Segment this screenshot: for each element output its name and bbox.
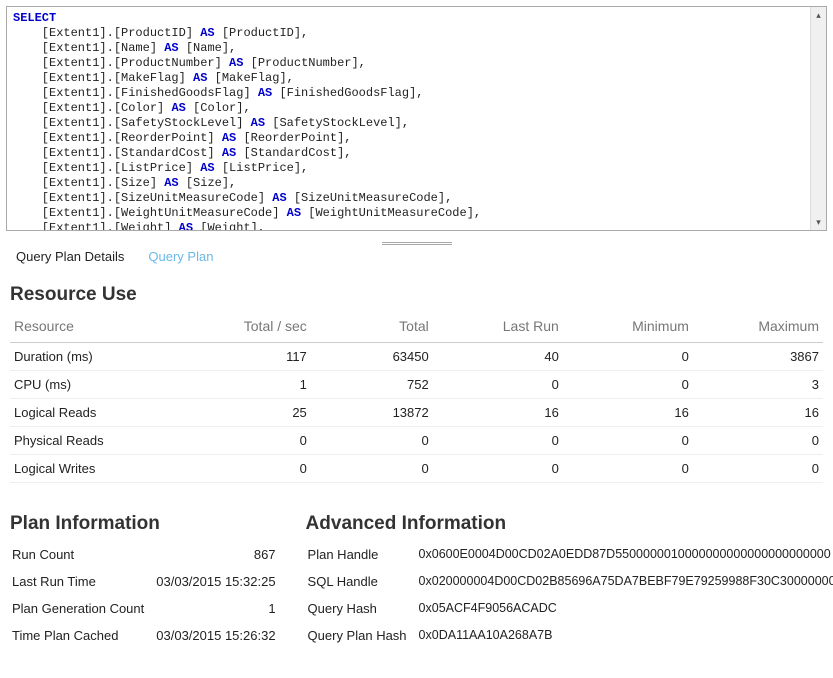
resource-value: 0 [433,427,563,455]
kv-label: SQL Handle [306,568,417,595]
kv-row: Last Run Time03/03/2015 15:32:25 [10,568,278,595]
resource-value: 0 [563,427,693,455]
kv-value: 0x0600E0004D00CD02A0EDD87D55000000100000… [417,541,833,568]
table-row: Duration (ms)117634504003867 [10,343,823,371]
resource-value: 63450 [311,343,433,371]
resource-name: Duration (ms) [10,343,189,371]
resource-value: 0 [433,371,563,399]
resource-value: 0 [311,427,433,455]
resource-value: 0 [189,427,311,455]
kv-row: Plan Generation Count1 [10,595,278,622]
resource-value: 0 [563,371,693,399]
kv-value: 0x020000004D00CD02B85696A75DA7BEBF79E792… [417,568,833,595]
kv-label: Time Plan Cached [10,622,154,649]
horizontal-splitter[interactable] [0,237,833,249]
resource-value: 0 [563,343,693,371]
kv-label: Query Plan Hash [306,622,417,649]
resource-value: 0 [311,455,433,483]
kv-label: Run Count [10,541,154,568]
col-minimum: Minimum [563,312,693,343]
kv-value: 867 [154,541,277,568]
kv-value: 1 [154,595,277,622]
resource-name: Logical Reads [10,399,189,427]
advanced-information-title: Advanced Information [306,513,833,535]
advanced-information-section: Advanced Information Plan Handle0x0600E0… [306,501,833,649]
kv-row: SQL Handle0x020000004D00CD02B85696A75DA7… [306,568,833,595]
col-resource: Resource [10,312,189,343]
kv-label: Plan Generation Count [10,595,154,622]
col-total: Total [311,312,433,343]
splitter-grip-icon [382,242,452,245]
resource-name: Physical Reads [10,427,189,455]
resource-value: 25 [189,399,311,427]
sql-editor[interactable]: SELECT [Extent1].[ProductID] AS [Product… [6,6,827,231]
resource-value: 16 [693,399,823,427]
tab-query-plan-details[interactable]: Query Plan Details [16,249,124,264]
kv-label: Last Run Time [10,568,154,595]
resource-value: 1 [189,371,311,399]
plan-information-title: Plan Information [10,513,278,535]
tab-query-plan[interactable]: Query Plan [148,249,213,264]
resource-value: 0 [693,455,823,483]
kv-label: Query Hash [306,595,417,622]
sql-text: SELECT [Extent1].[ProductID] AS [Product… [7,7,826,231]
kv-value: 03/03/2015 15:32:25 [154,568,277,595]
kv-row: Run Count867 [10,541,278,568]
resource-value: 0 [433,455,563,483]
resource-name: Logical Writes [10,455,189,483]
scroll-down-icon[interactable]: ▾ [811,214,826,230]
resource-value: 40 [433,343,563,371]
kv-row: Query Plan Hash0x0DA11AA10A268A7B [306,622,833,649]
kv-row: Time Plan Cached03/03/2015 15:26:32 [10,622,278,649]
resource-value: 0 [563,455,693,483]
resource-value: 3 [693,371,823,399]
col-total-per-sec: Total / sec [189,312,311,343]
tab-bar: Query Plan Details Query Plan [0,249,833,272]
col-last-run: Last Run [433,312,563,343]
table-row: CPU (ms)1752003 [10,371,823,399]
scroll-up-icon[interactable]: ▴ [811,7,826,23]
col-maximum: Maximum [693,312,823,343]
table-row: Physical Reads00000 [10,427,823,455]
resource-name: CPU (ms) [10,371,189,399]
kv-row: Query Hash0x05ACF4F9056ACADC [306,595,833,622]
kv-row: Plan Handle0x0600E0004D00CD02A0EDD87D550… [306,541,833,568]
sql-scrollbar[interactable]: ▴ ▾ [810,7,826,230]
resource-value: 0 [189,455,311,483]
resource-value: 117 [189,343,311,371]
resource-value: 752 [311,371,433,399]
kv-value: 0x0DA11AA10A268A7B [417,622,833,649]
kv-value: 03/03/2015 15:26:32 [154,622,277,649]
plan-information-section: Plan Information Run Count867Last Run Ti… [10,501,278,649]
resource-use-table: Resource Total / sec Total Last Run Mini… [10,312,823,483]
kv-value: 0x05ACF4F9056ACADC [417,595,833,622]
resource-use-title: Resource Use [10,284,823,306]
resource-value: 16 [563,399,693,427]
resource-value: 0 [693,427,823,455]
resource-value: 16 [433,399,563,427]
table-row: Logical Writes00000 [10,455,823,483]
kv-label: Plan Handle [306,541,417,568]
resource-value: 3867 [693,343,823,371]
resource-value: 13872 [311,399,433,427]
table-row: Logical Reads2513872161616 [10,399,823,427]
